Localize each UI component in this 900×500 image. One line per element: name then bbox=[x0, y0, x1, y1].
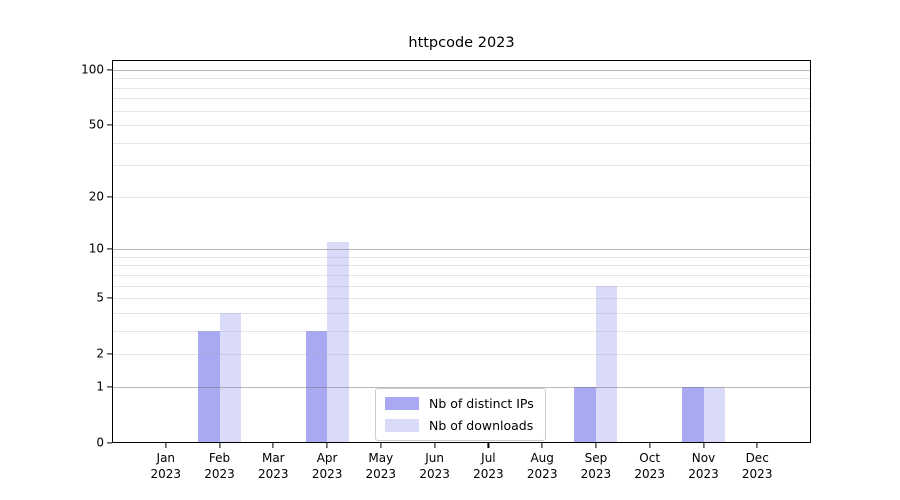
y-axis-tick-5 bbox=[107, 297, 112, 299]
bar-downloads-nov bbox=[703, 386, 725, 443]
gridline-minor-6 bbox=[112, 285, 811, 287]
gridline-minor-60 bbox=[112, 110, 811, 112]
y-axis-tick-label-0: 0 bbox=[96, 435, 104, 450]
gridline-minor-30 bbox=[112, 165, 811, 167]
x-axis-tick-label-feb: Feb 2023 bbox=[204, 451, 235, 481]
bars-layer bbox=[112, 60, 811, 443]
x-axis-tick-label-nov: Nov 2023 bbox=[688, 451, 719, 481]
legend: Nb of distinct IPs Nb of downloads bbox=[375, 388, 546, 441]
gridline-minor-4 bbox=[112, 312, 811, 314]
x-axis-tick-label-apr: Apr 2023 bbox=[311, 451, 343, 481]
x-axis-tick-label-dec: Dec 2023 bbox=[741, 451, 773, 481]
y-axis-tick-100 bbox=[107, 69, 112, 71]
y-axis-tick-1 bbox=[107, 386, 112, 388]
gridline-minor-9 bbox=[112, 256, 811, 258]
gridline-minor-70 bbox=[112, 98, 811, 100]
y-axis-tick-label-1: 1 bbox=[96, 379, 104, 394]
x-axis-tick-nov bbox=[702, 443, 705, 448]
y-axis-tick-2 bbox=[107, 353, 112, 355]
legend-swatch-downloads bbox=[385, 419, 419, 432]
x-axis-tick-may bbox=[380, 443, 382, 448]
x-axis-tick-sep bbox=[595, 443, 597, 448]
x-axis-tick-jul bbox=[487, 443, 489, 448]
plot-area bbox=[112, 60, 811, 443]
y-axis-tick-label-5: 5 bbox=[96, 290, 104, 305]
x-axis-tick-label-mar: Mar 2023 bbox=[258, 451, 289, 481]
x-axis-tick-mar bbox=[272, 443, 274, 448]
y-axis-tick-20 bbox=[107, 196, 112, 198]
bar-downloads-sep bbox=[595, 285, 618, 443]
y-axis-tick-label-50: 50 bbox=[88, 117, 104, 132]
x-axis-tick-aug bbox=[541, 443, 543, 448]
gridline-minor-80 bbox=[112, 87, 811, 89]
gridline-major-100 bbox=[112, 69, 811, 71]
y-axis-tick-50 bbox=[107, 124, 112, 126]
gridline-minor-20 bbox=[112, 196, 811, 198]
gridline-major-1 bbox=[112, 386, 811, 388]
x-axis-tick-jan bbox=[165, 443, 167, 448]
bar-distinct-ips-nov bbox=[682, 386, 704, 443]
y-axis-tick-label-2: 2 bbox=[96, 346, 104, 361]
gridline-minor-8 bbox=[112, 265, 811, 267]
bar-downloads-feb bbox=[219, 312, 241, 443]
y-axis-tick-label-100: 100 bbox=[81, 62, 104, 77]
y-axis-tick-10 bbox=[107, 248, 112, 250]
grid-layer bbox=[112, 60, 811, 443]
gridline-minor-3 bbox=[112, 330, 811, 332]
gridline-minor-7 bbox=[112, 274, 811, 276]
bar-distinct-ips-sep bbox=[574, 386, 596, 443]
legend-label-distinct-ips: Nb of distinct IPs bbox=[429, 396, 534, 411]
chart-title: httpcode 2023 bbox=[408, 35, 515, 51]
legend-label-downloads: Nb of downloads bbox=[429, 418, 534, 433]
x-axis-tick-dec bbox=[756, 443, 758, 448]
gridline-minor-50 bbox=[112, 125, 811, 126]
x-axis-tick-apr bbox=[326, 443, 328, 448]
y-axis-tick-0 bbox=[107, 442, 112, 444]
legend-item-downloads: Nb of downloads bbox=[385, 418, 534, 433]
x-axis-tick-label-sep: Sep 2023 bbox=[580, 451, 612, 481]
x-axis-tick-label-aug: Aug 2023 bbox=[526, 451, 558, 481]
gridline-minor-5 bbox=[112, 298, 811, 300]
x-axis-tick-feb bbox=[218, 443, 221, 448]
x-axis-tick-label-jul: Jul 2023 bbox=[473, 451, 504, 481]
legend-swatch-distinct-ips bbox=[385, 397, 419, 410]
y-axis-tick-label-20: 20 bbox=[88, 189, 104, 204]
x-axis-tick-label-may: May 2023 bbox=[365, 451, 397, 481]
bar-downloads-apr bbox=[327, 242, 349, 443]
gridline-minor-40 bbox=[112, 142, 811, 144]
y-axis-tick-label-10: 10 bbox=[88, 241, 104, 256]
gridline-minor-90 bbox=[112, 78, 811, 80]
x-axis-tick-jun bbox=[434, 443, 436, 448]
x-axis-tick-oct bbox=[649, 443, 651, 448]
legend-item-distinct-ips: Nb of distinct IPs bbox=[385, 396, 534, 411]
gridline-major-10 bbox=[112, 249, 811, 251]
x-axis-tick-label-oct: Oct 2023 bbox=[634, 451, 665, 481]
x-axis-tick-label-jun: Jun 2023 bbox=[419, 451, 450, 481]
gridline-minor-2 bbox=[112, 354, 811, 356]
x-axis-tick-label-jan: Jan 2023 bbox=[150, 451, 182, 481]
